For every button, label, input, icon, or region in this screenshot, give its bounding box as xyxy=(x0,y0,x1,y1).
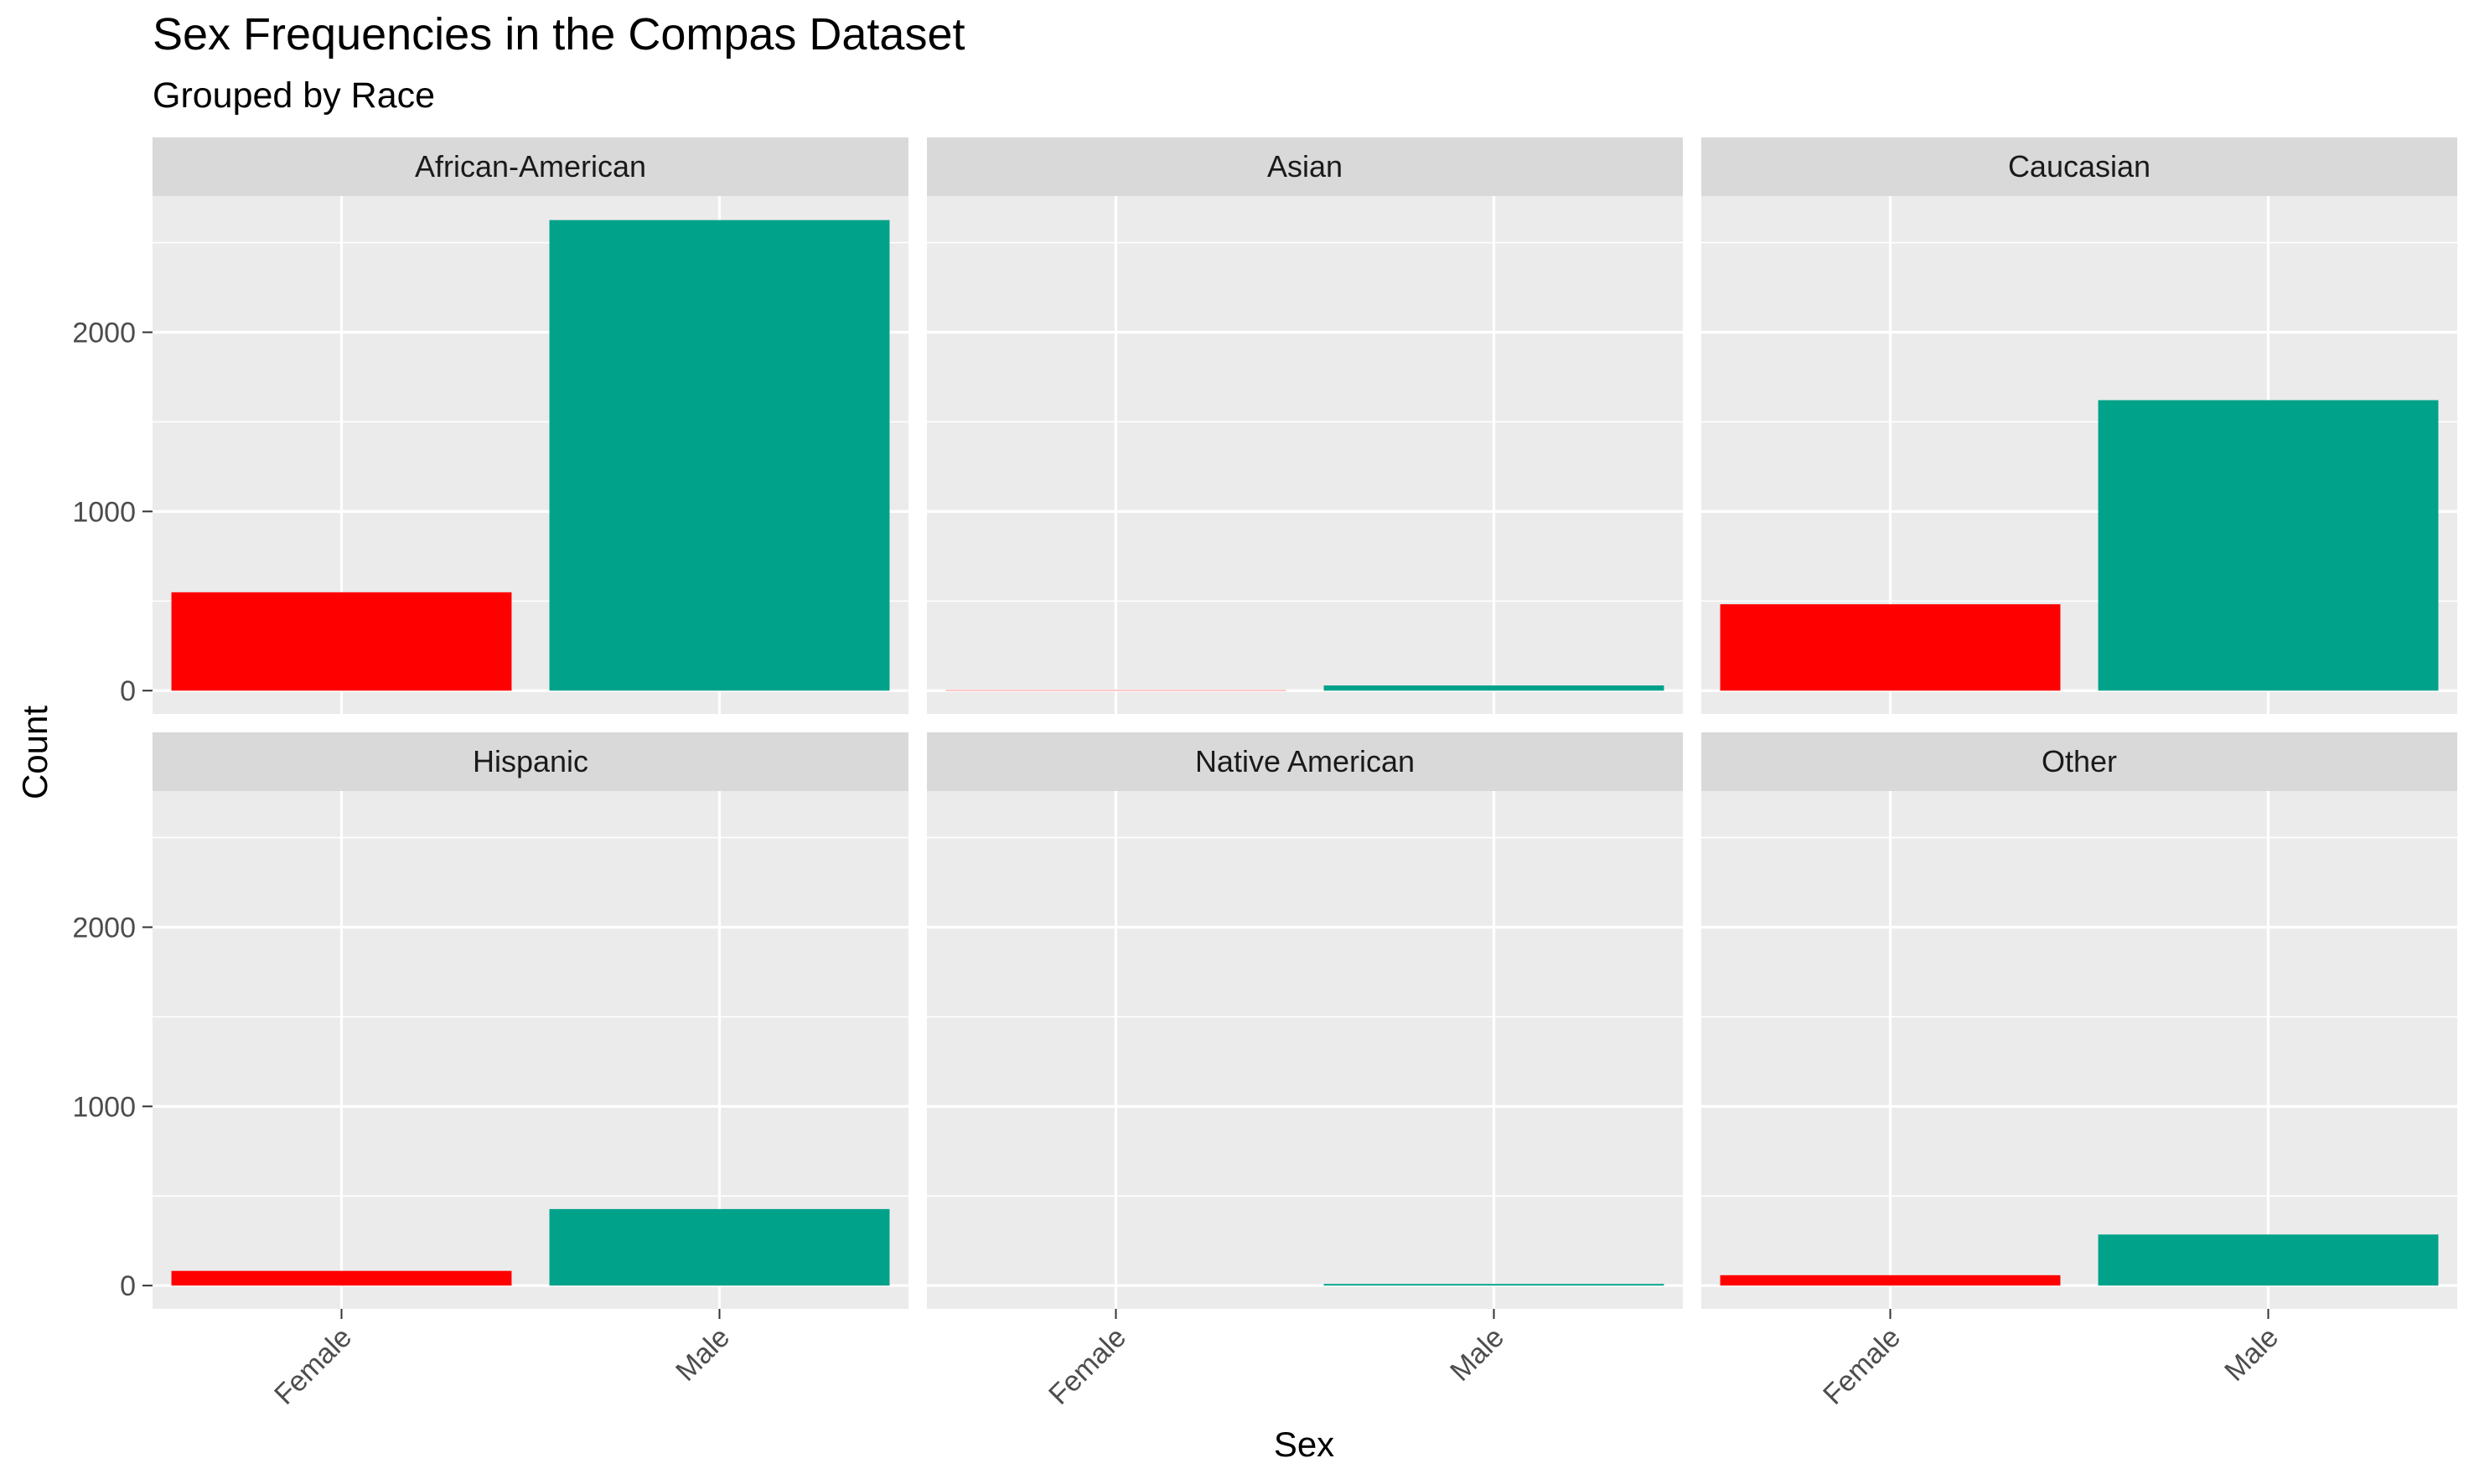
panel-african-american: African-American xyxy=(153,137,908,714)
facet-label: Native American xyxy=(1195,744,1415,778)
facet-strip xyxy=(927,137,1683,196)
bar-caucasian-male xyxy=(2098,400,2439,691)
bar-asian-male xyxy=(1323,685,1664,691)
panel-other: Other xyxy=(1701,732,2457,1309)
x-tick-label-female: Female xyxy=(1817,1321,1907,1411)
y-tick-label: 2000 xyxy=(72,318,136,349)
y-tick-label: 1000 xyxy=(72,496,136,528)
facet-strip xyxy=(153,732,908,791)
panel-native-american: Native American xyxy=(927,732,1683,1309)
facet-label: Other xyxy=(2042,744,2117,778)
x-axis-title: Sex xyxy=(1274,1425,1334,1464)
y-tick-label: 1000 xyxy=(72,1091,136,1123)
facet-strip xyxy=(927,732,1683,791)
panel-caucasian: Caucasian xyxy=(1701,137,2457,714)
panel-hispanic: Hispanic xyxy=(153,732,908,1309)
facet-panels: African-American Asian Caucasian Hispanic Na… xyxy=(153,137,2457,1309)
x-tick-label-female: Female xyxy=(268,1321,358,1411)
x-tick-label-male: Male xyxy=(1444,1321,1510,1388)
bar-hispanic-female xyxy=(171,1270,512,1286)
y-axes: 0 1000 2000 0 1000 2000 xyxy=(72,318,153,1302)
panel-background xyxy=(927,791,1683,1309)
facet-label: Asian xyxy=(1267,149,1343,184)
bar-native-american-male xyxy=(1323,1284,1664,1286)
x-tick-label-female: Female xyxy=(1043,1321,1132,1411)
facet-strip xyxy=(153,137,908,196)
bar-african-american-female xyxy=(171,592,512,691)
facet-label: Caucasian xyxy=(2008,149,2151,184)
x-axes: Female Male Female Male Female Male xyxy=(268,1309,2285,1411)
facet-strip xyxy=(1701,732,2457,791)
bar-hispanic-male xyxy=(549,1208,890,1286)
panel-asian: Asian xyxy=(927,137,1683,714)
facet-label: African-American xyxy=(415,149,646,184)
y-tick-label: 0 xyxy=(120,675,136,707)
x-tick-label-male: Male xyxy=(670,1321,736,1388)
y-tick-label: 0 xyxy=(120,1270,136,1302)
chart-title: Sex Frequencies in the Compas Dataset xyxy=(153,9,965,59)
bar-other-male xyxy=(2098,1234,2439,1286)
bar-other-female xyxy=(1720,1275,2061,1286)
bar-african-american-male xyxy=(549,220,890,691)
facet-strip xyxy=(1701,137,2457,196)
x-tick-label-male: Male xyxy=(2218,1321,2285,1388)
chart-subtitle: Grouped by Race xyxy=(153,75,435,116)
panel-background xyxy=(927,196,1683,714)
y-tick-label: 2000 xyxy=(72,913,136,944)
y-axis-title: Count xyxy=(15,706,54,799)
bar-caucasian-female xyxy=(1720,604,2061,691)
facet-label: Hispanic xyxy=(473,744,588,778)
panel-background xyxy=(1701,791,2457,1309)
